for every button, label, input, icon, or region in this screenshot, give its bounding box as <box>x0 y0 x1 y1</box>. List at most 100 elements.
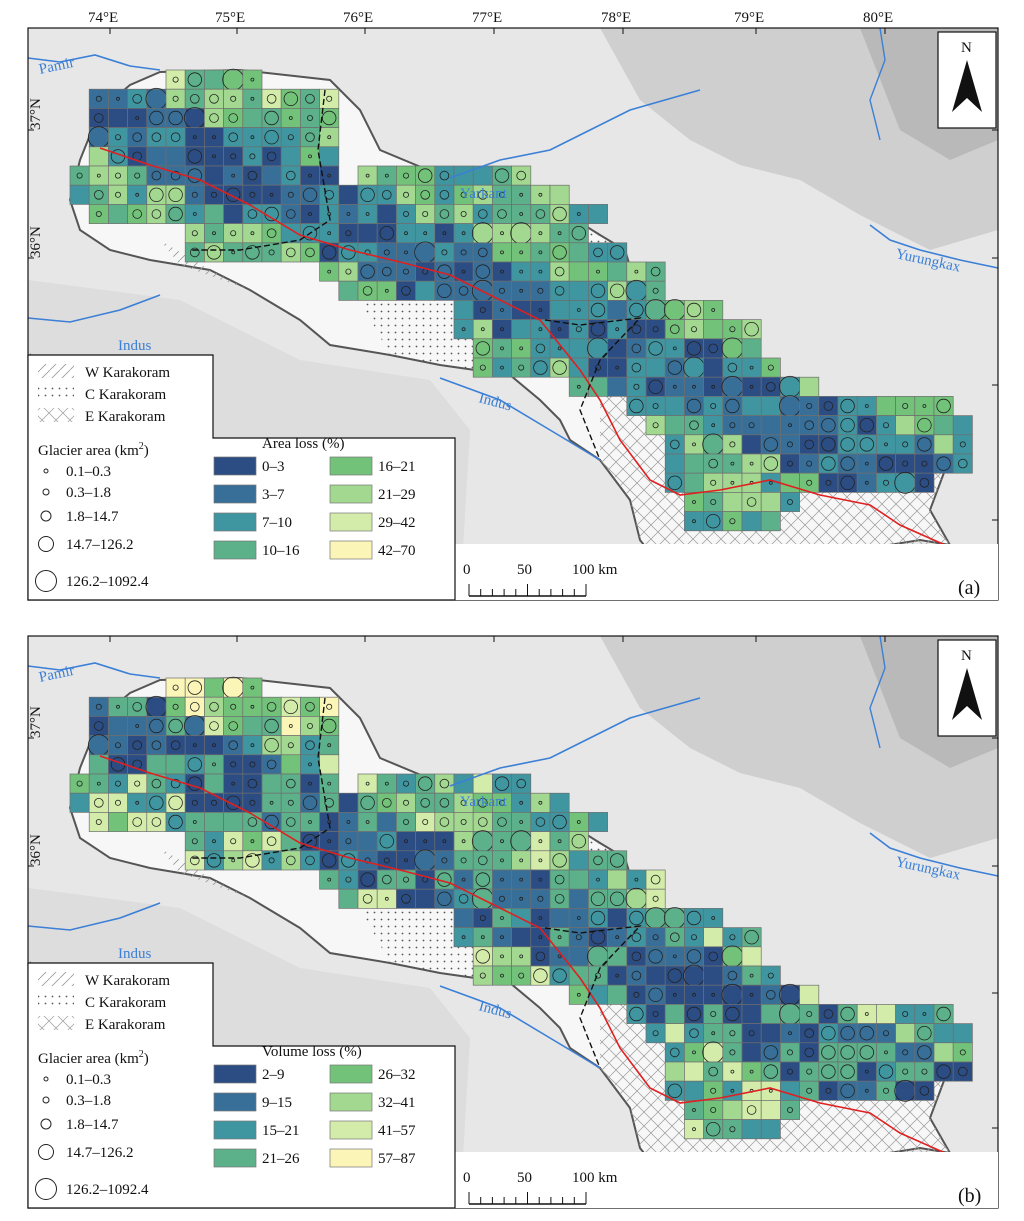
glacier-area-circle <box>686 1006 702 1022</box>
glacier-area-circle <box>634 269 639 274</box>
grid-cell <box>396 792 416 813</box>
grid-cell <box>760 965 781 986</box>
legend-box <box>27 962 456 1209</box>
glacier-area-circle <box>730 480 735 485</box>
glacier-area-circle <box>804 1028 814 1039</box>
grid-cell <box>876 434 896 455</box>
grid-cell <box>722 1100 743 1120</box>
glacier-area-circle <box>917 1045 932 1060</box>
grid-cell <box>453 831 474 852</box>
grid-cell <box>511 319 532 340</box>
glacier-area-circle <box>250 135 255 140</box>
glacier-area-circle <box>362 893 373 904</box>
grid-cell <box>165 165 186 186</box>
glacier-area-circle <box>864 1069 869 1074</box>
glacier-area-circle <box>381 874 392 885</box>
glacier-area-circle <box>648 341 663 356</box>
glacier-area-circle <box>249 761 256 768</box>
grid-cell <box>549 338 570 359</box>
grid-cell <box>568 927 589 948</box>
scale-label-50: 50 <box>517 1170 532 1186</box>
grid-cell <box>876 415 896 436</box>
grid-cell <box>88 812 109 832</box>
glacier-area-circle <box>209 113 219 123</box>
grid-cell <box>511 165 532 186</box>
glacier-area-circle <box>209 702 219 712</box>
glacier-area-circle <box>135 724 140 728</box>
grid-cell <box>876 1023 896 1044</box>
glacier-area-circle <box>477 817 488 827</box>
glacier-area-circle <box>365 781 370 786</box>
glacier-area-circle <box>538 192 543 197</box>
glacier-area-circle <box>633 991 640 998</box>
glacier-area-circle <box>497 209 507 219</box>
grid-cell <box>588 850 608 871</box>
grid-cell <box>453 204 474 224</box>
grid-cell <box>780 492 800 512</box>
glacier-area-circle <box>631 362 642 373</box>
glacier-area-circle <box>500 935 504 940</box>
grid-cell <box>760 1004 781 1024</box>
grid-cell <box>626 338 647 359</box>
grid-cell <box>530 812 551 832</box>
glacier-area-circle <box>115 799 122 806</box>
grid-cell <box>914 1004 935 1024</box>
grid-cell <box>338 869 359 890</box>
glacier-area-circle <box>615 327 620 332</box>
glacier-area-circle <box>821 1026 836 1041</box>
grid-cell <box>223 677 244 698</box>
grid-cell <box>261 184 282 205</box>
river-label-pamir: Pamir <box>38 663 76 686</box>
glacier-area-circle <box>500 877 504 882</box>
glacier-area-circle <box>116 704 120 709</box>
grid-cell <box>492 357 512 378</box>
glacier-area-circle <box>420 798 431 808</box>
glacier-area-circle <box>763 437 779 452</box>
grid-cell <box>684 927 704 948</box>
glacier-area-circle <box>269 800 274 805</box>
glacier-area-circle <box>571 225 587 241</box>
grid-cell <box>568 812 589 832</box>
glacier-area-circle <box>763 1064 779 1079</box>
grid-cell <box>626 376 647 397</box>
glacier-area-circle <box>538 916 543 920</box>
grid-cell <box>242 146 263 167</box>
glacier-area-circle <box>763 1045 779 1060</box>
glacier-area-circle <box>479 364 486 371</box>
glacier-area-circle <box>308 154 312 159</box>
glacier-area-circle <box>730 1088 735 1093</box>
grid-cell <box>645 415 666 436</box>
grid-cell <box>472 357 493 378</box>
glacier-area-circle <box>497 817 507 827</box>
glacier-area-circle <box>922 1012 927 1016</box>
grid-cell <box>607 984 628 1005</box>
grid-cell <box>338 831 359 852</box>
glacier-area-circle <box>264 110 279 126</box>
grid-cell <box>184 184 205 205</box>
loss-swatch <box>329 1064 373 1084</box>
glacier-area-circle <box>151 170 162 181</box>
loss-class-label: 7–10 <box>262 515 292 531</box>
glacier-area-circle <box>302 833 318 849</box>
grid-cell <box>568 869 589 890</box>
grid-cell <box>568 319 589 340</box>
grid-cell <box>799 415 820 436</box>
grid-cell <box>146 812 167 832</box>
north-arrow-label: N <box>961 648 972 664</box>
glacier-area-circle <box>209 721 219 731</box>
grid-cell <box>223 108 244 128</box>
glacier-area-circle <box>439 778 450 789</box>
grid-cell <box>549 223 570 244</box>
glacier-area-circle <box>381 798 392 808</box>
grid-cell <box>108 812 128 832</box>
grid-cell <box>722 511 743 532</box>
glacier-area-circle <box>883 422 890 429</box>
glacier-area-circle <box>266 228 277 239</box>
glacier-area-circle <box>308 820 312 824</box>
grid-cell <box>300 127 320 148</box>
glacier-area-circle <box>538 269 543 274</box>
grid-cell <box>664 1004 685 1024</box>
glacier-area-circle <box>245 853 260 868</box>
grid-cell <box>645 1004 666 1024</box>
glacier-area-circle <box>652 287 659 294</box>
